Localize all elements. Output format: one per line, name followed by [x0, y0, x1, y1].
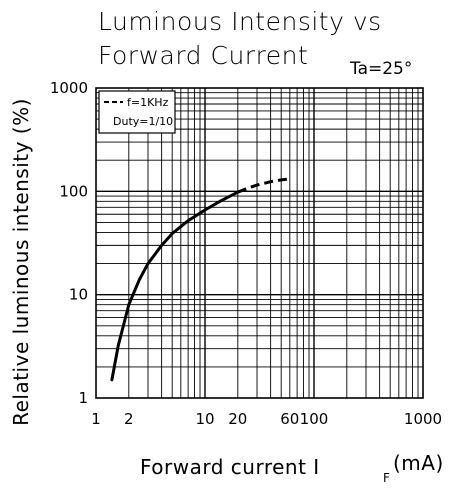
x-axis-label-subscript: F: [383, 471, 390, 485]
x-tick-label: 2: [124, 410, 134, 428]
series-layer: [110, 177, 290, 382]
series-line-dashed: [237, 177, 290, 194]
y-tick-label: 1000: [50, 79, 88, 97]
chart-title-line-2: Forward Current: [98, 41, 308, 70]
grid: [96, 88, 423, 398]
x-tick-label: 1000: [404, 410, 442, 428]
legend-duty: Duty=1/10: [113, 115, 173, 128]
x-tick-label: 100: [300, 410, 329, 428]
x-tick-label: 1: [91, 410, 101, 428]
legend-box: [98, 90, 176, 134]
legend: f=1KHz Duty=1/10: [98, 90, 176, 134]
x-tick-label: 10: [195, 410, 214, 428]
x-axis-label: Forward current I F (mA): [140, 451, 444, 485]
temperature-condition: Ta=25°: [349, 59, 412, 79]
y-tick-label: 1: [78, 389, 88, 407]
x-axis-label-main: Forward current I: [140, 455, 320, 479]
legend-frequency: f=1KHz: [127, 96, 169, 109]
plot-frame: [95, 87, 424, 399]
y-axis-label: Relative luminous intensity (%): [9, 98, 33, 426]
series-line-solid: [110, 190, 240, 382]
y-tick-label: 10: [69, 286, 88, 304]
x-tick-label: 20: [228, 410, 247, 428]
x-axis-label-unit: (mA): [393, 451, 444, 475]
y-tick-label: 100: [59, 182, 88, 200]
chart-title-line-1: Luminous Intensity vs: [98, 7, 382, 36]
y-tick-labels: 1 10 100 1000: [50, 79, 88, 407]
x-tick-labels: 1 2 10 20 60 100 1000: [91, 410, 442, 428]
x-tick-label: 60: [280, 410, 299, 428]
